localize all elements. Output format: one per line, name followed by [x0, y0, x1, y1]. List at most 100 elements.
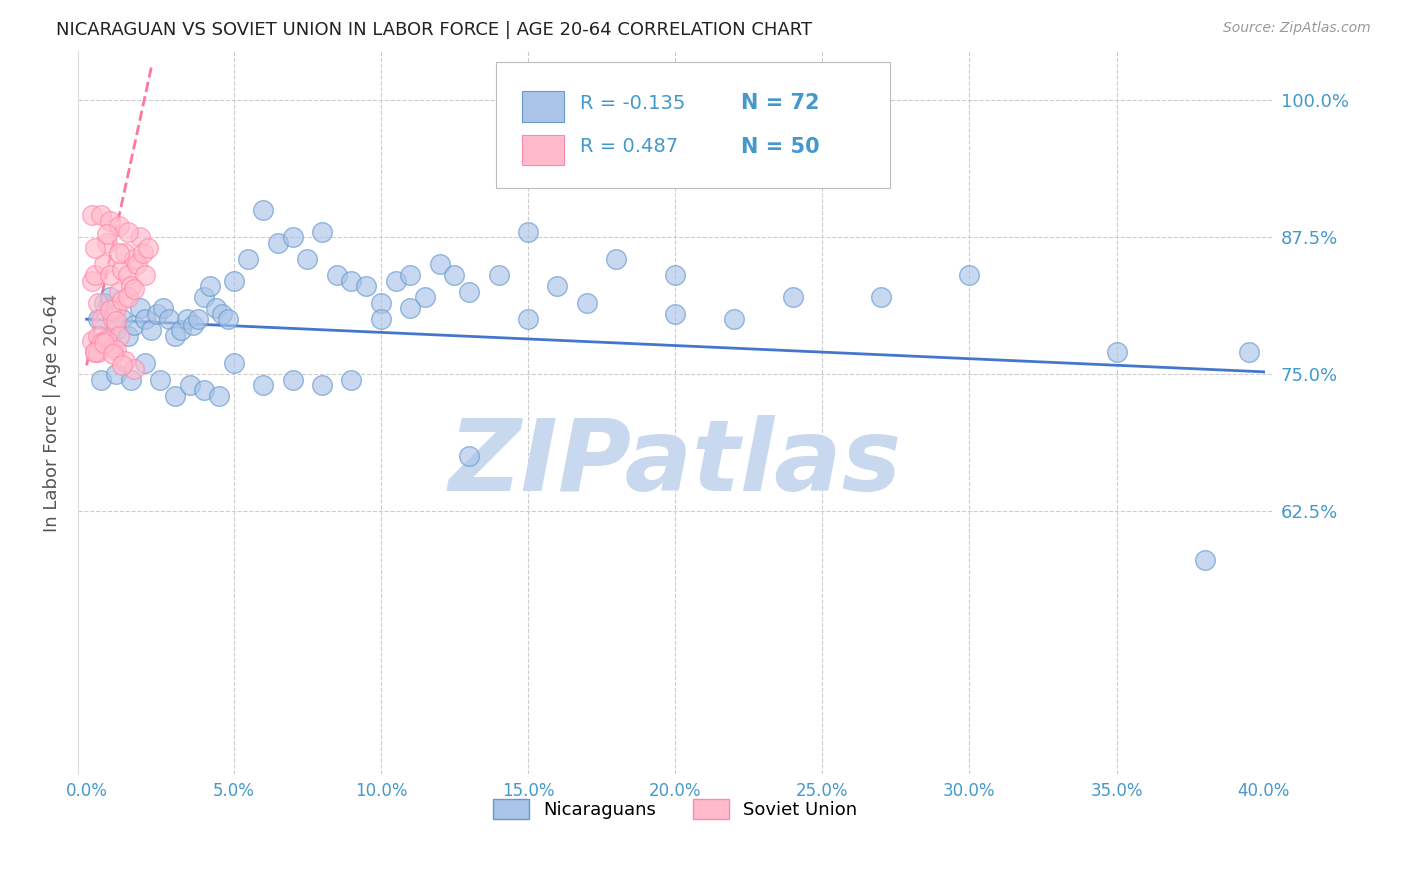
Point: [340, 372, 363, 386]
Point: [205, 301, 228, 316]
Point: [114, 246, 136, 260]
Point: [222, 356, 245, 370]
Point: [311, 378, 333, 392]
Point: [181, 318, 204, 332]
Point: [1194, 553, 1216, 567]
Point: [125, 257, 148, 271]
Point: [252, 378, 274, 392]
Point: [957, 268, 980, 283]
Point: [122, 252, 145, 266]
Bar: [522, 91, 564, 121]
Point: [664, 307, 686, 321]
Point: [128, 301, 150, 316]
Point: [111, 293, 134, 307]
Point: [111, 263, 134, 277]
Point: [370, 312, 392, 326]
Point: [101, 312, 124, 326]
Point: [93, 295, 115, 310]
Point: [90, 336, 112, 351]
Legend: Nicaraguans, Soviet Union: Nicaraguans, Soviet Union: [486, 791, 865, 827]
Point: [252, 202, 274, 217]
Point: [176, 312, 198, 326]
Point: [340, 274, 363, 288]
Point: [87, 312, 110, 326]
Point: [208, 389, 231, 403]
Bar: [522, 135, 564, 165]
Point: [105, 343, 128, 357]
Point: [152, 301, 174, 316]
Point: [108, 246, 131, 260]
Point: [117, 225, 139, 239]
Point: [1237, 345, 1260, 359]
Point: [458, 449, 481, 463]
Point: [546, 279, 568, 293]
Point: [141, 323, 163, 337]
Point: [354, 279, 377, 293]
Text: R = 0.487: R = 0.487: [579, 137, 678, 156]
Point: [297, 252, 319, 266]
Point: [458, 285, 481, 299]
Point: [84, 241, 107, 255]
Point: [111, 312, 134, 326]
Point: [108, 285, 131, 299]
Point: [96, 227, 118, 241]
Point: [93, 257, 115, 271]
Point: [664, 268, 686, 283]
Point: [120, 279, 142, 293]
Point: [193, 290, 215, 304]
Point: [187, 312, 209, 326]
Point: [93, 336, 115, 351]
Point: [782, 290, 804, 304]
Point: [108, 328, 131, 343]
Point: [267, 235, 290, 250]
Point: [84, 345, 107, 359]
Point: [281, 372, 304, 386]
Point: [870, 290, 893, 304]
Point: [200, 279, 222, 293]
Text: NICARAGUAN VS SOVIET UNION IN LABOR FORCE | AGE 20-64 CORRELATION CHART: NICARAGUAN VS SOVIET UNION IN LABOR FORC…: [56, 21, 813, 38]
Point: [117, 290, 139, 304]
Point: [82, 334, 104, 348]
Point: [98, 303, 121, 318]
Point: [96, 334, 118, 348]
Text: R = -0.135: R = -0.135: [579, 94, 685, 113]
Point: [82, 274, 104, 288]
Point: [399, 301, 422, 316]
Point: [193, 384, 215, 398]
Point: [84, 345, 107, 359]
Point: [238, 252, 260, 266]
Point: [117, 268, 139, 283]
Point: [98, 268, 121, 283]
Point: [413, 290, 436, 304]
Point: [1105, 345, 1128, 359]
Point: [170, 323, 193, 337]
Point: [90, 312, 112, 326]
Point: [138, 241, 160, 255]
Point: [96, 235, 118, 250]
Point: [128, 230, 150, 244]
Point: [384, 274, 406, 288]
Point: [517, 312, 540, 326]
Point: [325, 268, 347, 283]
FancyBboxPatch shape: [496, 62, 890, 188]
Point: [101, 347, 124, 361]
Point: [108, 219, 131, 233]
Point: [87, 295, 110, 310]
Point: [443, 268, 465, 283]
Y-axis label: In Labor Force | Age 20-64: In Labor Force | Age 20-64: [44, 293, 60, 532]
Point: [120, 372, 142, 386]
Point: [723, 312, 745, 326]
Point: [90, 372, 112, 386]
Point: [122, 281, 145, 295]
Point: [96, 332, 118, 346]
Point: [157, 312, 180, 326]
Point: [179, 378, 201, 392]
Point: [84, 268, 107, 283]
Point: [105, 301, 128, 316]
Point: [605, 252, 627, 266]
Point: [98, 290, 121, 304]
Point: [134, 268, 156, 283]
Text: N = 72: N = 72: [741, 94, 820, 113]
Point: [311, 225, 333, 239]
Point: [101, 340, 124, 354]
